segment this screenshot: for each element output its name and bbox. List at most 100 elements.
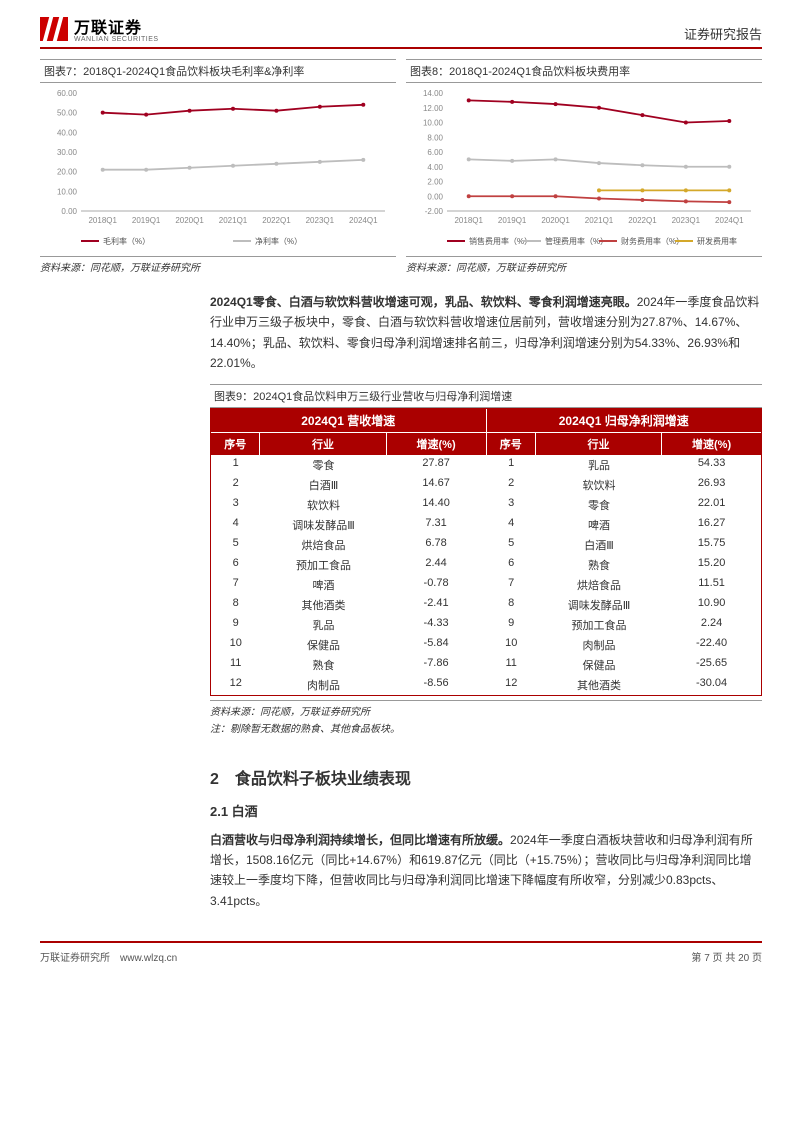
svg-text:10.00: 10.00 [423, 119, 444, 128]
table-row: 8调味发酵品Ⅲ10.90 [487, 595, 762, 615]
table9-right-body: 1乳品54.332软饮料26.933零食22.014啤酒16.275白酒Ⅲ15.… [487, 455, 762, 695]
cell-ind: 肉制品 [536, 635, 662, 655]
cell-ind: 预加工食品 [536, 615, 662, 635]
doc-type-label: 证券研究报告 [684, 24, 762, 43]
cell-seq: 10 [211, 635, 260, 655]
cell-seq: 12 [211, 675, 260, 695]
svg-text:2018Q1: 2018Q1 [454, 216, 483, 225]
cell-val: 14.67 [387, 475, 486, 495]
cell-val: 22.01 [662, 495, 761, 515]
svg-text:-2.00: -2.00 [425, 207, 444, 216]
cell-seq: 9 [211, 615, 260, 635]
cell-val: 15.20 [662, 555, 761, 575]
svg-text:销售费用率（%）: 销售费用率（%） [469, 236, 532, 246]
table-row: 6预加工食品2.44 [211, 555, 486, 575]
table-row: 7烘焙食品11.51 [487, 575, 762, 595]
cell-seq: 5 [487, 535, 536, 555]
footer-right: 第 7 页 共 20 页 [691, 949, 762, 964]
cell-val: 15.75 [662, 535, 761, 555]
cell-seq: 2 [211, 475, 260, 495]
cell-ind: 啤酒 [260, 575, 386, 595]
svg-text:30.00: 30.00 [57, 148, 78, 157]
table-row: 5烘焙食品6.78 [211, 535, 486, 555]
svg-text:2023Q1: 2023Q1 [306, 216, 335, 225]
cell-ind: 保健品 [260, 635, 386, 655]
svg-text:2020Q1: 2020Q1 [541, 216, 570, 225]
cell-seq: 6 [487, 555, 536, 575]
table-row: 4调味发酵品Ⅲ7.31 [211, 515, 486, 535]
cell-val: 6.78 [387, 535, 486, 555]
col-val: 增速(%) [387, 433, 486, 455]
col-ind: 行业 [260, 433, 386, 455]
cell-ind: 肉制品 [260, 675, 386, 695]
chart7-svg: 0.0010.0020.0030.0040.0050.0060.002018Q1… [40, 83, 396, 253]
table-row: 1乳品54.33 [487, 455, 762, 475]
cell-ind: 预加工食品 [260, 555, 386, 575]
svg-text:毛利率（%）: 毛利率（%） [103, 236, 150, 246]
cell-seq: 3 [487, 495, 536, 515]
section2-h2: 2.1 白酒 [210, 801, 762, 820]
footer-left: 万联证券研究所 www.wlzq.cn [40, 949, 177, 964]
wanlian-logo-icon [40, 17, 68, 41]
cell-val: -8.56 [387, 675, 486, 695]
cell-seq: 1 [487, 455, 536, 475]
svg-text:研发费用率: 研发费用率 [697, 236, 737, 246]
table9: 2024Q1 营收增速 序号 行业 增速(%) 1零食27.872白酒Ⅲ14.6… [210, 408, 762, 696]
cell-val: -4.33 [387, 615, 486, 635]
chart7-source: 资料来源：同花顺，万联证券研究所 [40, 256, 396, 274]
table-row: 4啤酒16.27 [487, 515, 762, 535]
table9-title: 图表9：2024Q1食品饮料申万三级行业营收与归母净利润增速 [210, 384, 762, 408]
cell-ind: 保健品 [536, 655, 662, 675]
cell-seq: 9 [487, 615, 536, 635]
para-summary: 2024Q1零食、白酒与软饮料营收增速可观，乳品、软饮料、零食利润增速亮眼。20… [210, 292, 762, 374]
section2-h1: 2 食品饮料子板块业绩表现 [210, 765, 762, 789]
page-footer: 万联证券研究所 www.wlzq.cn 第 7 页 共 20 页 [40, 941, 762, 964]
cell-seq: 8 [211, 595, 260, 615]
cell-seq: 4 [487, 515, 536, 535]
cell-seq: 12 [487, 675, 536, 695]
cell-val: 16.27 [662, 515, 761, 535]
svg-text:12.00: 12.00 [423, 104, 444, 113]
cell-seq: 11 [211, 655, 260, 675]
logo-text-en: WANLIAN SECURITIES [74, 36, 159, 43]
col-seq: 序号 [211, 433, 260, 455]
table9-right-header: 2024Q1 归母净利润增速 [487, 409, 762, 433]
svg-text:2024Q1: 2024Q1 [349, 216, 378, 225]
table-row: 2软饮料26.93 [487, 475, 762, 495]
cell-seq: 2 [487, 475, 536, 495]
cell-val: 7.31 [387, 515, 486, 535]
chart8-title: 图表8：2018Q1-2024Q1食品饮料板块费用率 [406, 60, 762, 83]
table-row: 10肉制品-22.40 [487, 635, 762, 655]
cell-ind: 啤酒 [536, 515, 662, 535]
svg-text:2021Q1: 2021Q1 [585, 216, 614, 225]
cell-val: 27.87 [387, 455, 486, 475]
svg-text:2.00: 2.00 [427, 178, 443, 187]
table-row: 6熟食15.20 [487, 555, 762, 575]
svg-text:6.00: 6.00 [427, 148, 443, 157]
page-header: 万联证券 WANLIAN SECURITIES 证券研究报告 [40, 14, 762, 49]
cell-val: 26.93 [662, 475, 761, 495]
col-val: 增速(%) [662, 433, 761, 455]
table-row: 7啤酒-0.78 [211, 575, 486, 595]
cell-ind: 乳品 [536, 455, 662, 475]
logo-block: 万联证券 WANLIAN SECURITIES [40, 14, 159, 43]
svg-text:10.00: 10.00 [57, 187, 78, 196]
table-row: 2白酒Ⅲ14.67 [211, 475, 486, 495]
table9-right-cols: 序号 行业 增速(%) [487, 433, 762, 455]
col-ind: 行业 [536, 433, 662, 455]
svg-text:4.00: 4.00 [427, 163, 443, 172]
cell-ind: 零食 [260, 455, 386, 475]
svg-text:14.00: 14.00 [423, 89, 444, 98]
cell-ind: 白酒Ⅲ [536, 535, 662, 555]
cell-val: -7.86 [387, 655, 486, 675]
cell-val: 2.24 [662, 615, 761, 635]
cell-val: -30.04 [662, 675, 761, 695]
charts-row: 图表7：2018Q1-2024Q1食品饮料板块毛利率&净利率 0.0010.00… [40, 59, 762, 274]
cell-val: -22.40 [662, 635, 761, 655]
svg-text:2021Q1: 2021Q1 [219, 216, 248, 225]
cell-val: -5.84 [387, 635, 486, 655]
table9-source: 资料来源：同花顺，万联证券研究所 [210, 700, 762, 718]
cell-ind: 烘焙食品 [536, 575, 662, 595]
svg-text:50.00: 50.00 [57, 109, 78, 118]
svg-text:财务费用率（%）: 财务费用率（%） [621, 236, 684, 246]
